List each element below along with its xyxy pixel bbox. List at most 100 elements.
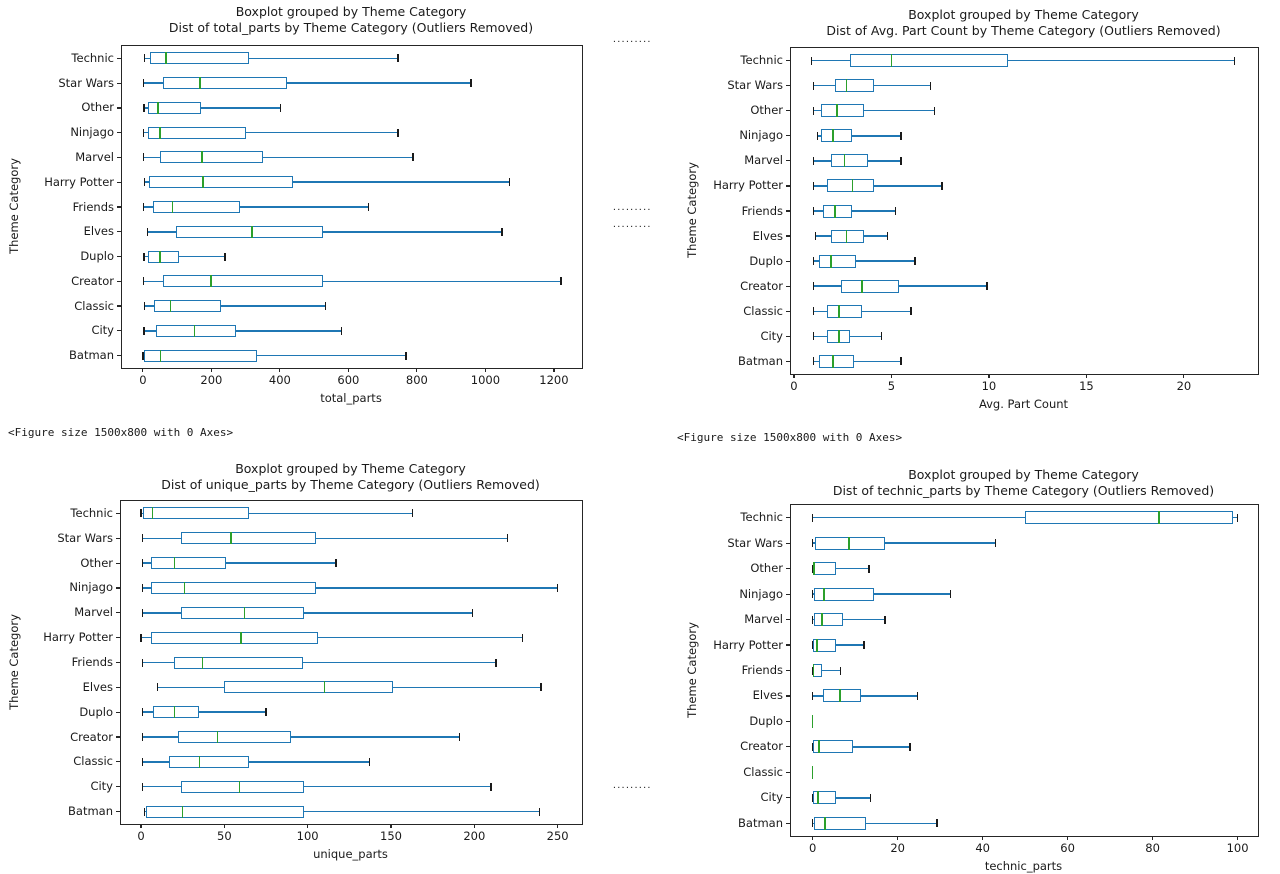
whisker-line (142, 736, 178, 738)
box (160, 151, 264, 164)
x-axis-label: technic_parts (984, 859, 1063, 873)
whisker-cap (495, 658, 497, 667)
median-line (202, 176, 204, 189)
median-line (159, 126, 161, 139)
median-line (1158, 511, 1160, 525)
y-tick-mark (786, 85, 790, 87)
box (162, 77, 288, 90)
whisker-cap (411, 509, 414, 518)
whisker-line (866, 822, 937, 825)
box (148, 176, 293, 189)
category-tick-label: Elves (83, 224, 114, 239)
box (834, 79, 874, 93)
whisker-cap (886, 232, 889, 241)
y-tick-mark (116, 786, 120, 788)
x-tick-mark (557, 824, 559, 828)
whisker-cap (560, 277, 562, 286)
y-tick-mark (786, 360, 790, 363)
x-tick-mark (982, 836, 984, 840)
y-tick-mark (117, 355, 121, 357)
whisker-cap (812, 282, 815, 291)
x-tick-label: 100 (1226, 841, 1249, 855)
whisker-cap (900, 357, 902, 366)
whisker-cap (141, 708, 144, 717)
whisker-line (392, 686, 541, 689)
plot-area: Technic Star Wars Other Ninjago Marvel Harry … (43, 500, 583, 843)
y-tick-mark (117, 57, 121, 59)
whisker-cap (869, 793, 872, 802)
median-line (811, 714, 814, 728)
ellipsis-mark: ......... (612, 203, 651, 212)
median-line (193, 324, 196, 337)
y-tick-mark (116, 686, 120, 688)
whisker-cap (501, 227, 503, 236)
whisker-line (143, 156, 161, 159)
whisker-cap (142, 351, 144, 360)
category-tick-label: Star Wars (57, 530, 113, 545)
whisker-cap (812, 81, 815, 90)
box (813, 613, 844, 627)
whisker-line (142, 761, 170, 763)
whisker-line (817, 135, 822, 137)
whisker-cap (1236, 513, 1239, 522)
whisker-line (323, 231, 503, 233)
category-tick-label: Batman (68, 804, 113, 819)
whisker-cap (816, 131, 819, 140)
whisker-cap (540, 683, 542, 692)
whisker-cap (143, 302, 146, 311)
whisker-cap (909, 742, 911, 751)
whisker-line (143, 82, 163, 84)
whisker-cap (141, 559, 144, 568)
x-tick-label: 5 (887, 379, 896, 393)
whisker-cap (470, 79, 472, 88)
median-line (821, 613, 823, 627)
x-tick-label: 20 (1176, 379, 1192, 393)
x-tick-label: 10 (981, 379, 997, 393)
y-tick-mark (786, 618, 790, 621)
whisker-line (836, 797, 871, 799)
x-tick-label: 40 (975, 841, 990, 855)
whisker-cap (142, 153, 145, 162)
whisker-cap (141, 608, 144, 617)
box (812, 638, 836, 652)
whisker-line (249, 761, 370, 763)
box (812, 791, 837, 805)
whisker-line (142, 785, 181, 788)
median-line (159, 250, 161, 263)
whisker-line (835, 644, 865, 646)
y-tick-mark (116, 761, 120, 763)
median-line (861, 279, 863, 293)
figure-size-output: <Figure size 1500x800 with 0 Axes> (677, 431, 903, 444)
whisker-line (249, 57, 399, 60)
whisker-line (813, 210, 824, 212)
whisker-cap (412, 153, 414, 162)
whisker-cap (141, 733, 144, 742)
whisker-line (304, 810, 540, 813)
whisker-cap (812, 181, 815, 190)
whisker-line (245, 131, 399, 134)
whisker-cap (224, 252, 226, 261)
median-line (845, 229, 848, 243)
whisker-cap (143, 54, 146, 63)
figure-size-output: <Figure size 1500x800 with 0 Axes> (8, 426, 234, 439)
whisker-line (291, 736, 460, 738)
median-line (243, 606, 246, 619)
whisker-line (323, 280, 561, 283)
y-tick-mark (116, 810, 120, 813)
whisker-line (850, 335, 882, 338)
ellipsis-mark: ......... (612, 781, 651, 790)
whisker-line (813, 360, 820, 363)
whisker-line (873, 84, 931, 87)
box (174, 656, 303, 669)
median-line (198, 755, 201, 768)
x-tick-mark (223, 824, 225, 828)
category-tick-label: Creator (740, 739, 783, 754)
whisker-cap (863, 641, 865, 650)
whisker-cap (141, 658, 144, 667)
whisker-line (1008, 59, 1235, 62)
category-tick-label: City (760, 328, 783, 343)
whisker-cap (521, 633, 524, 642)
whisker-cap (986, 282, 988, 291)
whisker-line (144, 305, 154, 307)
median-line (159, 349, 162, 362)
